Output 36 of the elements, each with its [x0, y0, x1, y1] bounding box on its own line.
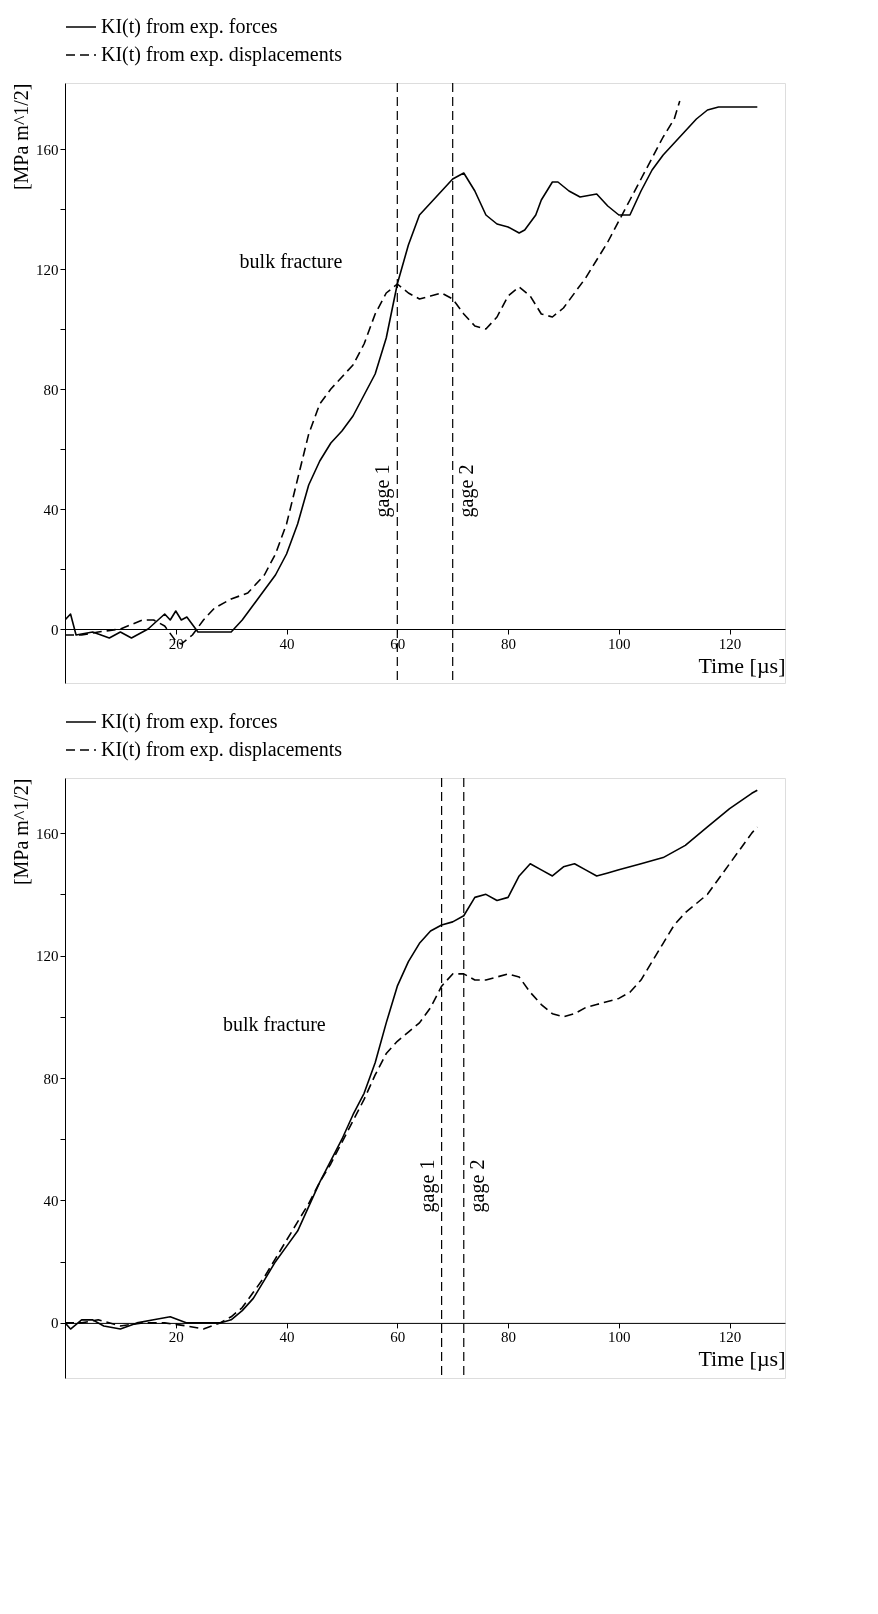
x-tick-label: 100: [608, 1329, 631, 1346]
x-tick-label: 60: [390, 635, 406, 652]
legend-label: KI(t) from exp. forces: [101, 710, 278, 733]
x-tick-label: 80: [501, 635, 517, 652]
ref-line-label: gage 1: [415, 1159, 439, 1213]
x-tick-label: 20: [168, 635, 184, 652]
x-tick-label: 80: [501, 1329, 517, 1346]
x-tick-label: 60: [390, 1329, 406, 1346]
legend-label: KI(t) from exp. displacements: [101, 43, 343, 66]
ref-line-label: gage 1: [371, 464, 395, 518]
legend-label: KI(t) from exp. forces: [101, 15, 278, 38]
y-tick-label: 80: [43, 381, 59, 398]
x-tick-label: 120: [718, 1329, 742, 1346]
x-tick-label: 40: [279, 1329, 295, 1346]
annotation: bulk fracture: [222, 1013, 326, 1036]
ref-line-label: gage 2: [454, 464, 478, 518]
y-tick-label: 40: [43, 501, 59, 518]
x-axis-title: Time [µs]: [698, 1346, 786, 1372]
y-tick-label: 160: [36, 825, 59, 842]
y-tick-label: 120: [36, 261, 59, 278]
y-axis-title: [MPa m^1/2]: [10, 83, 32, 191]
y-tick-label: 0: [51, 1315, 59, 1332]
y-axis-title: [MPa m^1/2]: [10, 778, 32, 886]
y-tick-label: 120: [36, 948, 59, 965]
y-tick-label: 80: [43, 1070, 59, 1087]
x-tick-label: 100: [608, 635, 631, 652]
x-tick-label: 40: [279, 635, 295, 652]
x-tick-label: 20: [168, 1329, 184, 1346]
ref-line-label: gage 2: [465, 1159, 489, 1213]
legend-label: KI(t) from exp. displacements: [101, 738, 343, 761]
x-axis-title: Time [µs]: [698, 652, 786, 678]
y-tick-label: 40: [43, 1192, 59, 1209]
annotation: bulk fracture: [239, 250, 343, 272]
y-tick-label: 160: [36, 141, 59, 158]
y-tick-label: 0: [51, 621, 59, 638]
x-tick-label: 120: [718, 635, 742, 652]
